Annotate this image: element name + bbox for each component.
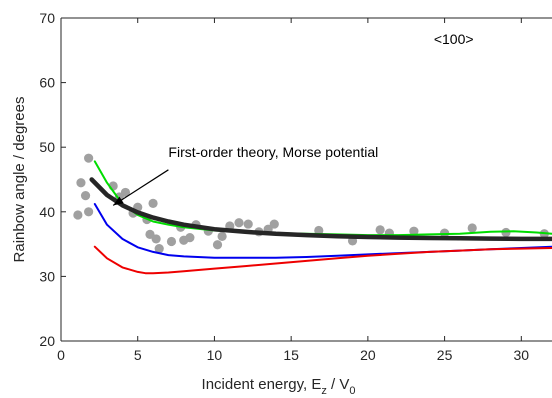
y-tick-label: 60 [39,75,55,91]
y-tick-label: 20 [39,333,55,349]
data-point [269,219,279,229]
annotation-arrow-shaft [112,169,169,206]
y-tick-label: 40 [39,204,55,220]
series-line-3 [93,245,552,275]
y-tick-label: 70 [39,10,55,26]
x-tick-label: 25 [437,347,453,363]
data-point [234,218,244,228]
data-point [151,234,161,244]
y-axis-label: Rainbow angle / degrees [11,97,28,263]
y-tick-label: 30 [39,268,55,284]
x-tick-label: 10 [207,347,223,363]
data-point [185,233,195,243]
series-line-4 [89,177,552,242]
x-axis-label: Incident energy, Ez / V0 [202,376,356,397]
data-point [154,244,164,254]
data-point [467,223,477,233]
plot-area [73,153,552,275]
x-tick-label: 0 [57,347,65,363]
data-point [80,191,91,201]
data-point [314,225,324,236]
data-point [120,187,131,198]
data-point [409,226,419,236]
data-point [375,225,385,235]
data-point [166,236,177,247]
data-point [501,227,511,238]
data-point [217,231,227,241]
data-point [84,153,94,163]
axes: 0 5 10 15 20 25 30 20 30 40 50 60 70 Incident energy,… [11,10,552,397]
data-point [84,207,94,217]
data-point [148,198,158,209]
data-point [76,178,86,188]
x-tick-label: 20 [360,347,376,363]
direction-annotation: <100> [434,31,474,47]
annotation-arrow-head [113,196,124,206]
data-point [212,240,223,250]
theory-annotation: First-order theory, Morse potential [168,144,378,160]
data-point [73,210,83,220]
x-tick-label: 15 [283,347,299,363]
x-tick-label: 5 [134,347,142,363]
annotations: <100> First-order theory, Morse potential [112,31,474,206]
data-point [243,219,253,229]
x-tick-label: 30 [514,347,530,363]
y-tick-label: 50 [39,139,55,155]
